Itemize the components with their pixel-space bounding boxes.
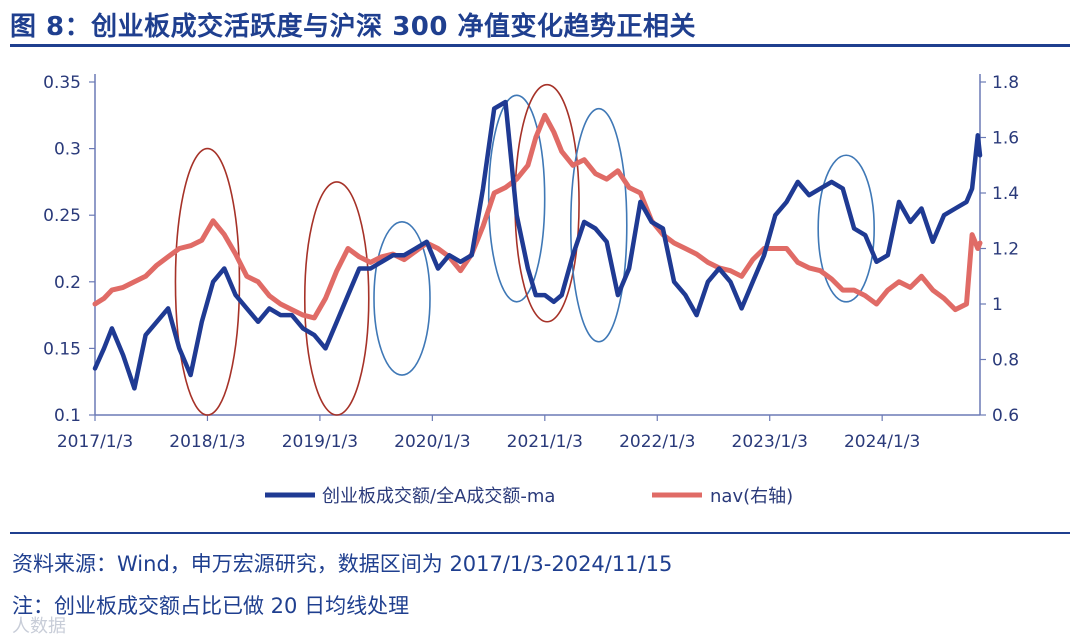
red-highlight-ellipse [303,181,370,416]
chart-title: 图 8：创业板成交活跃度与沪深 300 净值变化趋势正相关 [10,12,697,42]
left-tick-label: 0.25 [43,206,81,226]
right-tick-label: 1.8 [992,73,1019,93]
source-note: 资料来源：Wind，申万宏源研究，数据区间为 2017/1/3-2024/11/… [12,552,673,576]
blue-highlight-ellipse [487,94,546,303]
right-tick-label: 0.6 [992,406,1019,426]
x-tick-label: 2023/1/3 [732,432,808,452]
x-tick-label: 2024/1/3 [844,432,920,452]
blue-highlight-ellipse [817,154,875,303]
blue-highlight-ellipse [373,221,431,376]
x-tick-label: 2021/1/3 [507,432,583,452]
left-tick-label: 0.1 [54,406,81,426]
red-highlight-ellipse [174,147,241,416]
x-tick-label: 2019/1/3 [282,432,358,452]
title-divider [10,44,1070,47]
right-tick-label: 1.4 [992,184,1019,204]
series-line-gem-ratio [92,99,983,391]
x-tick-label: 2022/1/3 [619,432,695,452]
footer-divider [10,532,1070,534]
blue-highlight-ellipse [569,107,628,343]
left-tick-label: 0.3 [54,140,81,160]
right-tick-label: 0.8 [992,351,1019,371]
series-line-nav [92,112,983,321]
right-tick-label: 1 [992,295,1003,315]
x-tick-label: 2018/1/3 [169,432,245,452]
left-tick-label: 0.2 [54,273,81,293]
x-tick-label: 2017/1/3 [57,432,133,452]
left-tick-label: 0.15 [43,339,81,359]
right-tick-label: 1.2 [992,240,1019,260]
watermark: 人数据 [12,616,66,637]
legend-label-nav: nav(右轴) [710,486,793,507]
footnote: 注：创业板成交额占比已做 20 日均线处理 [12,594,410,618]
left-tick-label: 0.35 [43,73,81,93]
right-tick-label: 1.6 [992,129,1019,149]
x-tick-label: 2020/1/3 [394,432,470,452]
legend-label-gem-ratio: 创业板成交额/全A成交额-ma [322,486,555,507]
